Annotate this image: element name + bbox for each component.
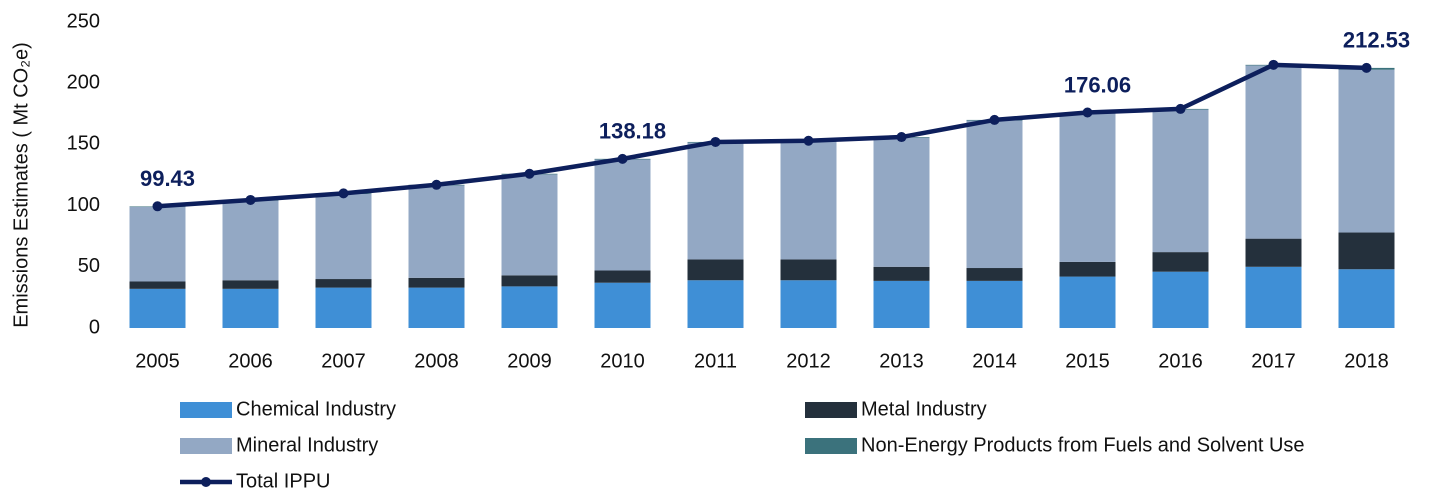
bar-segment: [873, 137, 930, 267]
bar-segment: [780, 259, 837, 281]
x-tick-label: 2015: [1065, 350, 1110, 372]
bar-segment: [222, 288, 279, 328]
bar-segment: [1338, 232, 1395, 270]
legend-label: Non-Energy Products from Fuels and Solve…: [861, 434, 1305, 456]
line-point: [338, 188, 349, 199]
bar-segment: [1245, 65, 1302, 239]
y-tick-label: 200: [67, 71, 100, 93]
line-point: [617, 153, 628, 164]
bar-segment: [1152, 109, 1209, 253]
bar-segment: [966, 120, 1023, 269]
y-tick-label: 0: [89, 316, 100, 338]
bar-segment: [966, 268, 1023, 281]
x-tick-label: 2013: [879, 350, 924, 372]
bar-segment: [1338, 69, 1395, 233]
data-label: 212.53: [1343, 28, 1410, 53]
legend-label: Mineral Industry: [236, 434, 378, 456]
data-label: 176.06: [1064, 72, 1131, 97]
bar-segment: [1245, 266, 1302, 328]
bar-segment: [129, 281, 186, 289]
y-axis-title: Emissions Estimates ( Mt CO₂e): [10, 42, 32, 328]
bar-segment: [501, 286, 558, 328]
bar-segment: [129, 288, 186, 328]
bar-segment: [222, 200, 279, 281]
bar-segment: [408, 277, 465, 288]
line: [157, 62, 1367, 209]
x-tick-label: 2017: [1251, 350, 1296, 372]
line-point: [245, 194, 256, 205]
bar-segment: [687, 142, 744, 260]
line-point: [1175, 103, 1186, 114]
bar-segment: [594, 270, 651, 283]
line-point: [710, 136, 721, 147]
bar-segment: [501, 174, 558, 276]
bar-segment: [315, 193, 372, 280]
x-tick-label: 2008: [414, 350, 459, 372]
line-point: [803, 135, 814, 146]
x-tick-label: 2016: [1158, 350, 1203, 372]
bar-segment: [780, 280, 837, 328]
bar-segment: [966, 280, 1023, 328]
legend-label: Metal Industry: [861, 398, 987, 420]
line-point: [989, 114, 1000, 125]
bar-segment: [873, 266, 930, 281]
line-point: [431, 179, 442, 190]
bar-segment: [687, 280, 744, 328]
line-point: [524, 168, 535, 179]
x-tick-label: 2012: [786, 350, 831, 372]
y-tick-label: 250: [67, 10, 100, 32]
x-tick-label: 2006: [228, 350, 273, 372]
line-point: [896, 132, 907, 143]
x-tick-label: 2014: [972, 350, 1017, 372]
bar-segment: [315, 287, 372, 328]
line-point: [152, 201, 163, 212]
bar-segment: [1245, 238, 1302, 267]
legend-swatch: [805, 402, 857, 418]
legend-swatch: [180, 438, 232, 454]
line-point: [1082, 107, 1093, 118]
bar-segment: [1152, 252, 1209, 272]
legend-swatch: [180, 402, 232, 418]
legend-swatch: [805, 438, 857, 454]
data-label: 99.43: [140, 166, 195, 191]
bar-segment: [1152, 271, 1209, 328]
bar-segment: [687, 259, 744, 281]
bar-segment: [1338, 269, 1395, 328]
bar-segment: [408, 287, 465, 328]
bar-segment: [222, 280, 279, 289]
y-tick-label: 50: [78, 255, 100, 277]
bar-segment: [501, 275, 558, 287]
line-point: [1361, 62, 1372, 73]
bar-segment: [129, 206, 186, 282]
y-tick-label: 150: [67, 133, 100, 155]
legend-label: Chemical Industry: [236, 398, 396, 420]
bar-segment: [594, 159, 651, 271]
legend-marker: [201, 477, 211, 487]
x-tick-label: 2011: [694, 350, 737, 372]
bar-segment: [1059, 261, 1116, 277]
bar-segment: [1059, 113, 1116, 262]
x-tick-label: 2018: [1344, 350, 1389, 372]
bar-segment: [873, 280, 930, 328]
data-label: 138.18: [599, 119, 666, 144]
x-tick-label: 2007: [321, 350, 366, 372]
bar-segment: [594, 282, 651, 328]
bar-segment: [1059, 276, 1116, 328]
bar-segment: [408, 185, 465, 278]
x-tick-label: 2005: [135, 350, 180, 372]
bar-segment: [780, 141, 837, 260]
x-tick-label: 2009: [507, 350, 552, 372]
line-point: [1268, 59, 1279, 70]
y-tick-label: 100: [67, 194, 100, 216]
legend-label: Total IPPU: [236, 470, 330, 492]
bar-segment: [315, 279, 372, 288]
x-tick-label: 2010: [600, 350, 645, 372]
